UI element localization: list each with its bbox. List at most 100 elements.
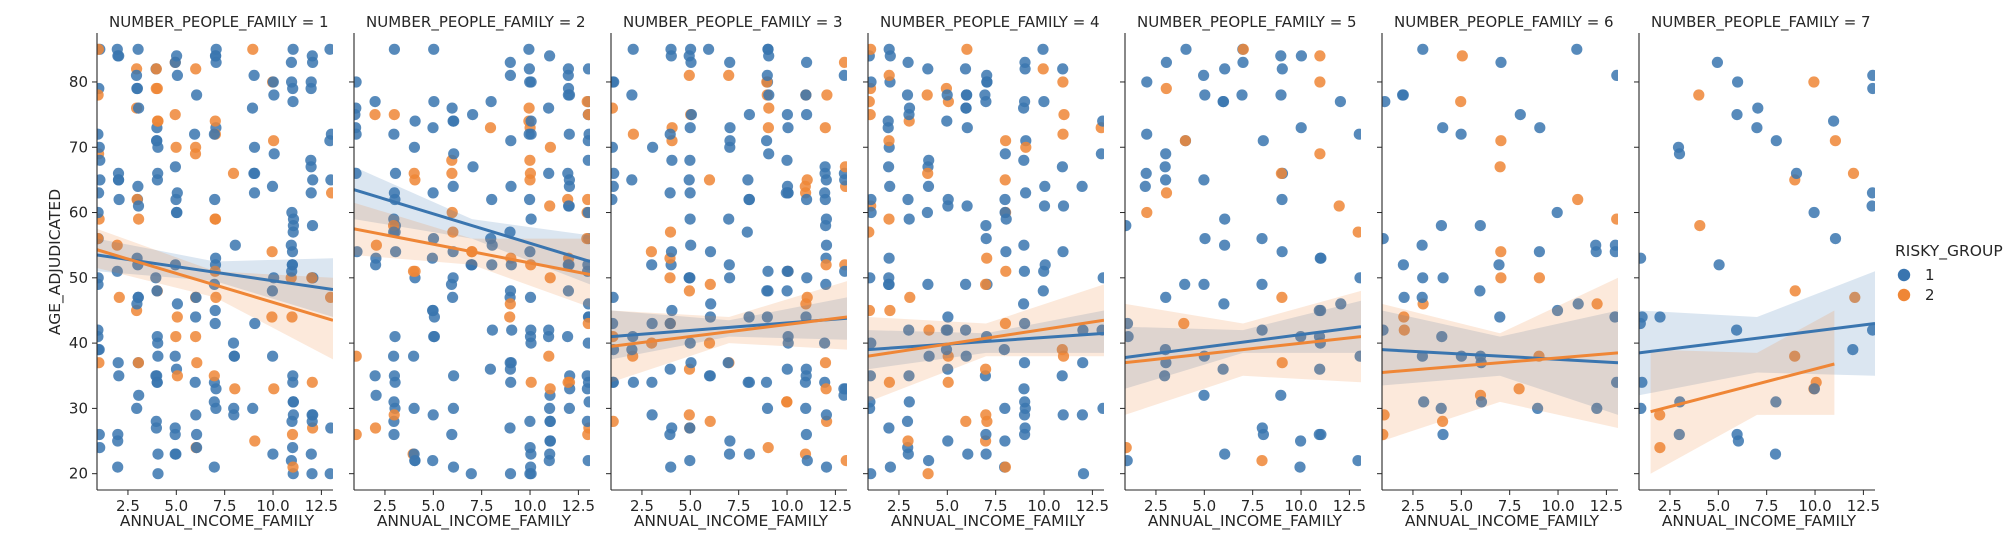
scatter-point [820,461,833,473]
scatter-point [801,455,813,467]
scatter-point [762,265,774,277]
scatter-point [524,154,536,166]
facet-panel-6: NUMBER_PEOPLE_FAMILY = 6 2.5 5.0 7.5 10.0 12.… [1377,13,1623,531]
scatter-point [1256,233,1268,245]
scatter-point [1198,278,1210,290]
scatter-point [1159,161,1171,173]
x-tick-label: 5.0 [1449,497,1473,515]
scatter-point [1019,317,1031,330]
scatter-point [287,370,299,382]
scatter-point [227,167,240,179]
scatter-point [523,102,535,114]
scatter-point [868,370,876,382]
scatter-point [191,442,203,454]
scatter-point [354,167,362,179]
scatter-point [524,331,537,343]
scatter-point [666,304,678,317]
scatter-point [97,428,105,441]
scatter-point [685,239,697,251]
scatter-point [582,428,590,441]
scatter-point [761,402,774,414]
scatter-point [1020,187,1032,199]
scatter-point [838,56,847,68]
scatter-point [171,69,183,81]
scatter-point [268,383,280,395]
scatter-point [388,370,400,382]
y-tick-label: 60 [69,204,88,222]
scatter-point [150,272,162,284]
scatter-point [782,187,794,199]
x-tick-label: 5.0 [1706,497,1730,515]
scatter-point [903,213,915,225]
scatter-point [132,200,145,212]
scatter-point [97,43,104,55]
scatter-point [354,128,362,140]
scatter-point [820,259,832,271]
scatter-point [266,311,278,323]
scatter-point [170,141,182,153]
scatter-point [1076,409,1088,421]
scatter-point [685,109,698,121]
scatter-point [132,43,144,55]
scatter-point [819,161,831,173]
scatter-point [1218,298,1230,310]
scatter-point [820,213,833,225]
scatter-point [388,43,400,55]
scatter-point [723,69,735,81]
scatter-point [868,206,877,219]
regression-line-group-2 [97,248,333,322]
x-axis-label: ANNUAL_INCOME_FAMILY [1405,512,1600,531]
scatter-point [724,122,736,134]
scatter-point [820,174,832,186]
scatter-point [209,193,221,206]
x-tick-label: 2.5 [630,497,654,515]
scatter-point [208,128,220,140]
scatter-point [249,317,261,330]
scatter-point [408,448,420,460]
scatter-point [388,128,400,140]
scatter-point [646,317,658,330]
scatter-point [781,154,793,166]
scatter-point [388,409,400,421]
scatter-point [1769,448,1782,460]
scatter-point [1437,272,1449,284]
scatter-point [868,109,876,121]
scatter-point [781,109,794,121]
scatter-point [354,246,363,258]
y-tick-label: 70 [69,138,88,156]
scatter-point [1275,167,1287,179]
scatter-point [1313,304,1325,317]
x-tick-label: 2.5 [1144,497,1168,515]
scatter-point [800,428,813,441]
scatter-point [723,213,735,225]
scatter-point [1849,291,1861,303]
scatter-point [97,442,106,454]
scatter-point [1770,135,1782,147]
scatter-point [286,206,298,219]
scatter-point [305,161,317,173]
scatter-point [902,193,914,206]
scatter-point [1275,89,1287,101]
scatter-point [1639,317,1646,330]
scatter-point [562,376,574,388]
scatter-point [1018,102,1030,114]
scatter-point [448,115,460,127]
scatter-point [1654,311,1666,323]
x-axis-label: ANNUAL_INCOME_FAMILY [1662,512,1857,531]
scatter-point [266,180,279,192]
scatter-point [1178,317,1190,330]
scatter-point [883,376,896,388]
scatter-point [1572,193,1584,206]
scatter-point [152,468,164,480]
x-tick-label: 7.5 [1241,497,1265,515]
scatter-point [839,174,847,186]
scatter-point [582,193,590,206]
scatter-point [408,402,420,414]
scatter-point [684,213,696,225]
scatter-point [286,428,299,441]
x-tick-label: 2.5 [1658,497,1682,515]
scatter-point [1789,285,1801,297]
scatter-point [959,63,972,75]
scatter-point [369,96,381,108]
scatter-point [151,370,163,382]
